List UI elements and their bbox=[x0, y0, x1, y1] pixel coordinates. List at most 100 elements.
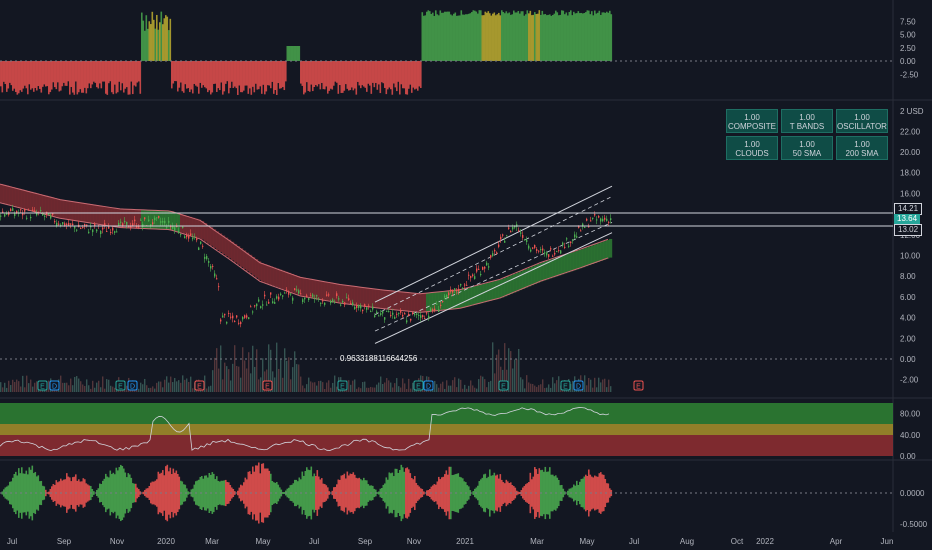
top-hist-bar bbox=[490, 15, 493, 61]
osc-bar bbox=[249, 471, 251, 515]
volume-bar bbox=[538, 385, 540, 392]
candle-body bbox=[232, 315, 234, 319]
band-segment bbox=[444, 291, 448, 310]
price-axis[interactable]: 22.0020.0018.0016.0014.0012.0010.008.006… bbox=[900, 107, 924, 385]
candle-body bbox=[172, 226, 174, 229]
event-marker-box bbox=[423, 380, 434, 391]
candle-body bbox=[490, 255, 492, 258]
top-hist-bar bbox=[139, 61, 142, 94]
band-segment bbox=[39, 194, 43, 213]
top-hist-bar bbox=[342, 61, 344, 93]
volume-bar bbox=[100, 387, 102, 392]
candle-body bbox=[368, 305, 370, 307]
top-hist-bar bbox=[100, 61, 103, 89]
volume-bar bbox=[258, 379, 260, 392]
osc-bar bbox=[342, 475, 344, 511]
candle-body bbox=[548, 254, 550, 257]
osc-bar bbox=[213, 473, 215, 513]
candle-body bbox=[306, 295, 308, 297]
top-hist-bar bbox=[73, 61, 76, 95]
osc-bar bbox=[504, 483, 506, 503]
band-segment bbox=[240, 248, 244, 267]
band-segment bbox=[117, 208, 121, 228]
volume-bar bbox=[256, 349, 258, 392]
band-segment bbox=[606, 240, 610, 259]
top-hist-bar bbox=[250, 61, 253, 95]
top-hist-bar bbox=[150, 24, 152, 62]
osc-bar bbox=[433, 484, 436, 502]
top-hist-bar bbox=[207, 61, 209, 93]
top-hist-bar bbox=[453, 13, 455, 62]
top-hist-bar bbox=[142, 20, 145, 62]
volume-bar bbox=[380, 376, 382, 392]
candle-body bbox=[290, 293, 292, 295]
top-hist-bar bbox=[112, 61, 115, 95]
top-hist-bar bbox=[447, 11, 449, 62]
band-segment bbox=[258, 261, 262, 280]
band-segment bbox=[255, 259, 259, 278]
osc-bar bbox=[118, 467, 121, 519]
band-segment bbox=[177, 213, 181, 232]
top-hist-bar bbox=[577, 11, 580, 61]
top-hist-bar bbox=[537, 13, 539, 61]
date-axis[interactable]: Jul Sep Nov 2020 Mar May Jul Sep Nov 2021 Mar May Ju… bbox=[7, 537, 894, 546]
osc-bar bbox=[88, 485, 91, 501]
top-hist-bar bbox=[523, 15, 526, 61]
top-hist-bar bbox=[4, 61, 7, 85]
top-hist-bar bbox=[270, 61, 272, 89]
top-hist-bar bbox=[315, 61, 317, 86]
osc-bar bbox=[322, 483, 325, 503]
candle-body bbox=[460, 283, 462, 286]
volume-bar bbox=[302, 385, 304, 392]
top-hist-bar bbox=[399, 61, 401, 95]
top-hist-bar bbox=[99, 61, 101, 84]
osc-bar bbox=[16, 475, 19, 511]
volume-bar bbox=[412, 382, 414, 392]
band-segment bbox=[399, 291, 403, 311]
osc-bar bbox=[577, 484, 580, 502]
candle-body bbox=[66, 223, 68, 226]
candle-body bbox=[162, 220, 164, 223]
top-hist-bar bbox=[183, 61, 185, 93]
band-segment bbox=[285, 271, 289, 291]
volume-bar bbox=[398, 386, 400, 392]
candle-body bbox=[178, 230, 180, 233]
event-marker-letter: D bbox=[426, 384, 431, 391]
osc-bar bbox=[403, 471, 406, 515]
band-segment bbox=[573, 251, 577, 271]
band-segment bbox=[21, 189, 25, 209]
top-hist-bar bbox=[153, 19, 155, 61]
volume-bar bbox=[602, 379, 604, 392]
top-hist-bar bbox=[318, 61, 320, 85]
osc-bar bbox=[541, 469, 544, 517]
candle-body bbox=[592, 217, 594, 220]
band-segment bbox=[372, 288, 376, 308]
volume-bar bbox=[178, 380, 180, 392]
band-segment bbox=[27, 191, 31, 210]
band-segment bbox=[297, 276, 301, 295]
candle-body bbox=[596, 219, 598, 221]
top-hist-bar bbox=[426, 11, 428, 61]
band-segment bbox=[93, 204, 97, 224]
candle-body bbox=[412, 312, 414, 315]
score-table: 1.00 COMPOSITE 1.00 T BANDS 1.00 OSCILLATOR… bbox=[726, 109, 888, 160]
volume-bar bbox=[584, 375, 586, 392]
osc-bar bbox=[402, 467, 404, 519]
top-hist-bar bbox=[27, 61, 29, 95]
candle-body bbox=[276, 296, 278, 299]
top-hist-bar bbox=[492, 13, 494, 61]
candle-body bbox=[38, 211, 40, 213]
osc-bar bbox=[144, 490, 146, 496]
volume-bar bbox=[518, 348, 520, 392]
top-hist-bar bbox=[360, 61, 362, 89]
top-hist-bar bbox=[117, 61, 119, 93]
band-segment bbox=[306, 278, 310, 297]
volume-bar bbox=[180, 382, 182, 392]
volume-value-label: 0.9633188116644256 bbox=[340, 354, 418, 363]
top-hist-bar bbox=[429, 11, 431, 62]
band-segment bbox=[495, 280, 499, 300]
osc-bar bbox=[387, 479, 389, 507]
top-hist-bar bbox=[322, 61, 325, 90]
